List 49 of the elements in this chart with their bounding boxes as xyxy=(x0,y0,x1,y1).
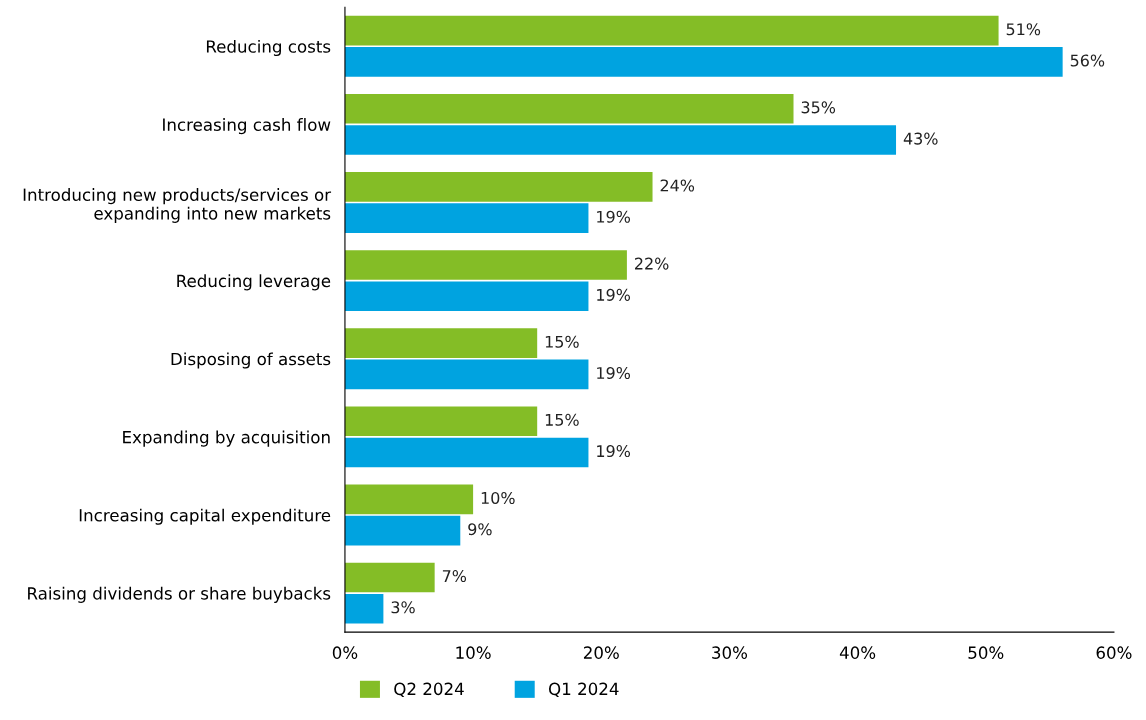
x-tick-label: 10% xyxy=(456,646,491,659)
bar xyxy=(344,47,1063,77)
data-label: 43% xyxy=(903,132,938,145)
data-label: 24% xyxy=(660,179,695,192)
bar xyxy=(344,172,653,202)
data-label: 22% xyxy=(635,257,669,270)
data-label: 15% xyxy=(545,335,579,348)
bar xyxy=(344,406,538,437)
y-tick-label: Increasing capital expenditure xyxy=(79,508,331,525)
data-label: 3% xyxy=(391,601,415,614)
y-tick-label: Reducing costs xyxy=(206,39,331,57)
y-tick-label: Reducing leverage xyxy=(177,274,331,291)
data-label: 19% xyxy=(597,366,631,379)
data-label: 51% xyxy=(1006,23,1041,36)
bar xyxy=(344,125,897,155)
data-label: 10% xyxy=(481,491,515,504)
bar xyxy=(344,328,538,358)
x-tick-label: 60% xyxy=(1096,646,1132,659)
bar xyxy=(344,203,589,233)
x-tick-label: 20% xyxy=(583,646,619,659)
x-tick-label: 50% xyxy=(968,646,1004,659)
data-label: 56% xyxy=(1070,54,1105,67)
data-label: 19% xyxy=(597,288,631,301)
bar xyxy=(344,93,794,124)
bar xyxy=(344,515,461,546)
legend-label: Q2 2024 xyxy=(394,682,464,698)
legend-label: Q1 2024 xyxy=(548,682,619,698)
bar xyxy=(344,484,474,515)
bar xyxy=(344,15,999,46)
y-tick-label: Introducing new products/services or expanding into new markets xyxy=(23,188,332,223)
x-tick-label: 0% xyxy=(332,646,358,659)
x-tick-label: 30% xyxy=(712,646,748,659)
bar xyxy=(344,593,384,624)
data-label: 19% xyxy=(597,210,631,223)
data-label: 15% xyxy=(545,413,579,426)
bar xyxy=(344,281,589,312)
y-tick-label: Increasing cash flow xyxy=(163,118,331,135)
bar xyxy=(344,359,589,390)
bar xyxy=(344,250,627,280)
y-tick-label: Expanding by acquisition xyxy=(123,430,330,447)
y-tick-label: Raising dividends or share buybacks xyxy=(28,586,331,603)
x-tick-label: 40% xyxy=(839,646,876,659)
data-label: 7% xyxy=(442,570,467,583)
data-label: 35% xyxy=(801,101,836,114)
data-label: 9% xyxy=(468,523,492,536)
bar xyxy=(344,437,589,468)
y-tick-label: Disposing of assets xyxy=(171,352,331,369)
bar xyxy=(344,562,435,593)
data-label: 19% xyxy=(597,445,631,458)
